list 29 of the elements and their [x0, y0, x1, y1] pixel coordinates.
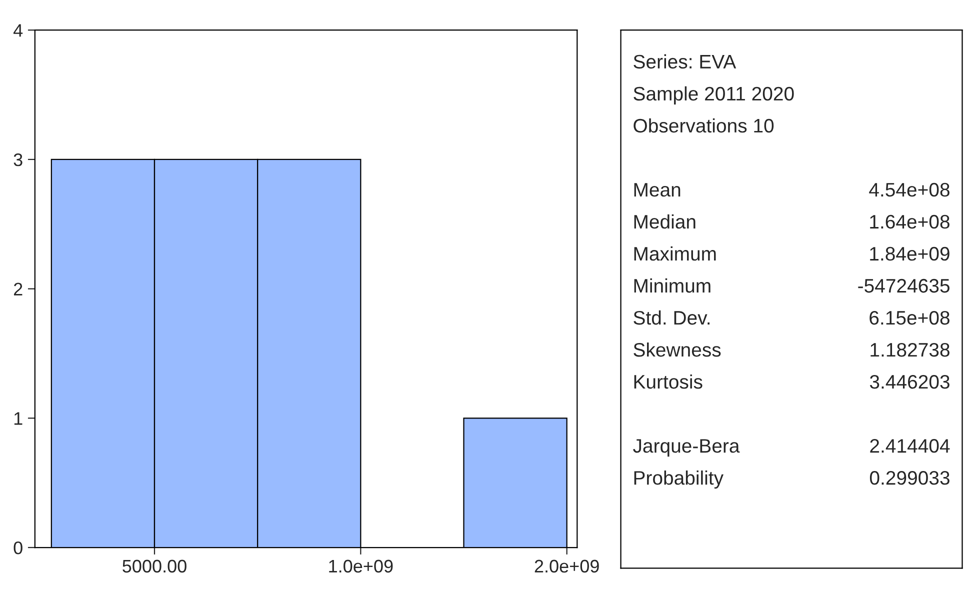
- y-tick-label: 2: [14, 282, 22, 296]
- text: -54724635: [858, 278, 950, 293]
- text: Sample 2011 2020: [634, 86, 794, 104]
- text: 1.64e+08: [870, 214, 950, 229]
- text: Mean: [634, 183, 680, 197]
- text: 0.299033: [870, 471, 950, 485]
- text: Kurtosis: [634, 374, 702, 389]
- text: 3.446203: [870, 374, 950, 389]
- text: 6.15e+08: [870, 310, 950, 325]
- text: Maximum: [634, 246, 716, 261]
- x-tick-label: 5000.00: [122, 560, 186, 573]
- text: Jarque-Bera: [633, 439, 740, 457]
- y-tick-label: 3: [14, 153, 22, 166]
- text: Observations 10: [634, 118, 774, 133]
- text: Probability: [634, 470, 724, 489]
- text: 1.84e+09: [870, 246, 950, 261]
- x-tick-label: 1.0e+09: [329, 560, 393, 573]
- y-tick-label: 0: [14, 541, 22, 554]
- y-tick-label: 4: [13, 24, 23, 37]
- text: Minimum: [634, 278, 710, 293]
- text: Series: EVA: [634, 54, 736, 69]
- x-tick-label: 2.0e+09: [534, 560, 599, 573]
- text: 4.54e+08: [869, 182, 950, 197]
- text: Std. Dev.: [634, 310, 710, 325]
- text: 1.182738: [870, 342, 950, 357]
- text: Skewness: [634, 342, 721, 357]
- text: 2.414404: [870, 439, 950, 453]
- text: Median: [634, 214, 696, 229]
- y-tick-label: 1: [14, 412, 22, 425]
